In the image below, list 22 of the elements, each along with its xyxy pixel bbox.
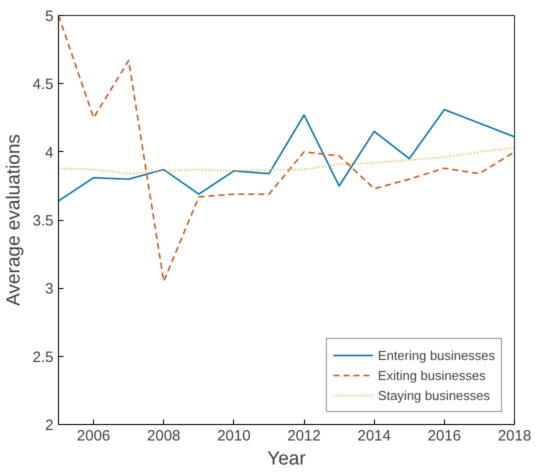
- line-series: [58, 16, 514, 282]
- y-tick-label: 4: [45, 144, 54, 162]
- x-tick-label: 2008: [147, 428, 180, 444]
- y-tick-label: 2: [45, 417, 54, 434]
- y-axis-title: Average evaluations: [4, 134, 25, 306]
- y-tick-label: 5: [45, 8, 54, 25]
- y-tick-label: 3: [45, 280, 54, 298]
- x-tick-label: 2014: [358, 428, 391, 444]
- y-tick-label: 2.5: [32, 348, 54, 366]
- line-series: [58, 108, 514, 202]
- x-tick-label: 2016: [428, 428, 462, 444]
- legend-label: Entering businesses: [378, 348, 495, 362]
- y-tick-label: 3.5: [32, 212, 54, 230]
- legend-label: Staying businesses: [378, 388, 490, 402]
- x-tick-label: 2018: [498, 428, 532, 444]
- x-tick-label: 2010: [217, 428, 251, 444]
- y-tick-label: 4.5: [32, 76, 54, 94]
- legend-label: Exiting businesses: [378, 368, 486, 382]
- x-tick-label: 2012: [287, 428, 321, 444]
- line-series: [58, 146, 514, 174]
- x-axis-title: Year: [267, 448, 306, 470]
- x-tick-label: 2006: [76, 428, 110, 444]
